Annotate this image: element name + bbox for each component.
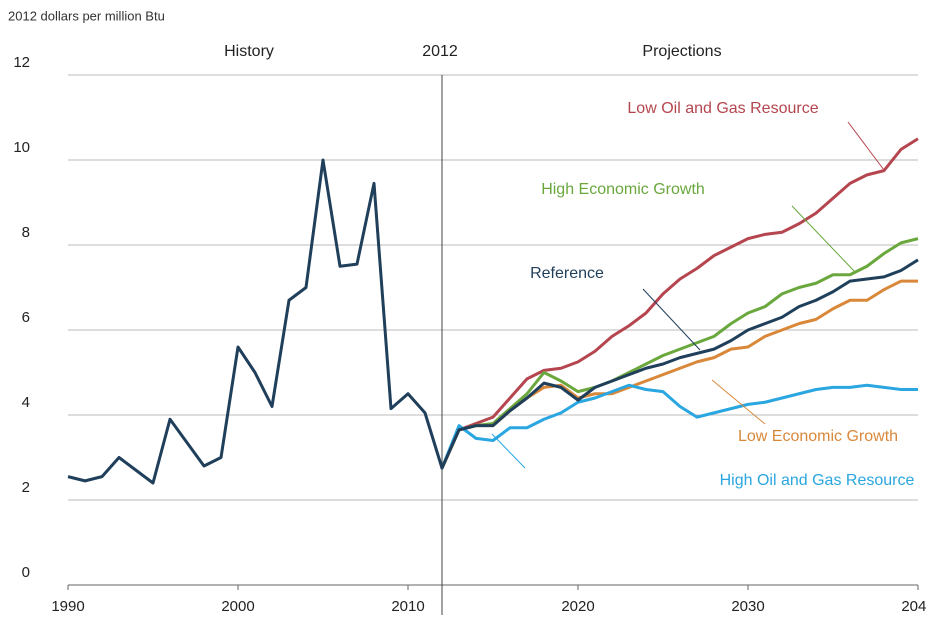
leader-line xyxy=(847,121,885,171)
series-label: Low Economic Growth xyxy=(738,428,898,445)
series-line xyxy=(440,383,918,469)
series-label: Reference xyxy=(530,265,604,282)
x-tick-label: 2040 xyxy=(901,598,927,615)
series-label: Low Oil and Gas Resource xyxy=(627,100,818,117)
y-tick-label: 2 xyxy=(22,479,30,496)
series-line xyxy=(67,158,919,485)
annotation: History xyxy=(224,43,274,60)
series-line xyxy=(440,237,919,469)
y-tick-label: 0 xyxy=(22,564,30,581)
y-tick-label: 8 xyxy=(22,224,30,241)
y-tick-label: 6 xyxy=(22,309,30,326)
annotation: 2012 xyxy=(422,43,458,60)
x-tick-label: 2020 xyxy=(561,598,594,615)
annotation: Projections xyxy=(642,43,721,60)
leader-line xyxy=(711,379,766,425)
y-tick-label: 4 xyxy=(22,394,30,411)
y-tick-label: 10 xyxy=(13,139,30,156)
series-label: High Economic Growth xyxy=(541,181,705,198)
x-tick-label: 2010 xyxy=(391,598,424,615)
leader-line xyxy=(791,205,856,273)
x-tick-label: 1990 xyxy=(51,598,84,615)
x-tick-label: 2030 xyxy=(731,598,764,615)
leader-line xyxy=(642,288,701,351)
y-tick-label: 12 xyxy=(13,54,30,71)
series-label: High Oil and Gas Resource xyxy=(720,472,915,489)
leader-line xyxy=(491,433,526,469)
series-line xyxy=(440,137,919,469)
x-tick-label: 2000 xyxy=(221,598,254,615)
y-axis-label: 2012 dollars per million Btu xyxy=(8,8,165,23)
